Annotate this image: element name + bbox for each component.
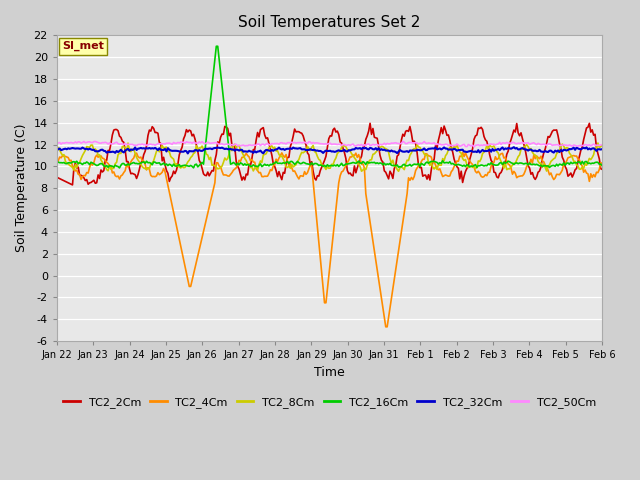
TC2_2Cm (597, 166, 605, 171)
TC2_4Cm (382, 324, 390, 330)
TC2_2Cm (68, 182, 76, 188)
TC2_4Cm (443, 173, 451, 179)
TC2_2Cm (90, 178, 98, 183)
TC2_4Cm (459, 149, 467, 155)
TC2_32Cm (53, 148, 61, 154)
TC2_16Cm (53, 159, 61, 165)
TC2_50Cm (598, 142, 606, 147)
TC2_32Cm (88, 147, 96, 153)
Line: TC2_4Cm: TC2_4Cm (57, 152, 602, 327)
TC2_8Cm (88, 143, 96, 148)
Title: Soil Temperatures Set 2: Soil Temperatures Set 2 (238, 15, 420, 30)
Legend: TC2_2Cm, TC2_4Cm, TC2_8Cm, TC2_16Cm, TC2_32Cm, TC2_50Cm: TC2_2Cm, TC2_4Cm, TC2_8Cm, TC2_16Cm, TC2… (59, 393, 600, 412)
TC2_50Cm (333, 142, 341, 147)
Line: TC2_50Cm: TC2_50Cm (57, 141, 602, 147)
TC2_4Cm (72, 168, 79, 174)
TC2_32Cm (597, 146, 605, 152)
TC2_2Cm (53, 174, 61, 180)
TC2_8Cm (594, 140, 602, 146)
TC2_16Cm (88, 160, 96, 166)
TC2_8Cm (597, 144, 605, 149)
TC2_8Cm (333, 151, 341, 156)
TC2_50Cm (597, 142, 605, 148)
TC2_50Cm (399, 138, 406, 144)
TC2_4Cm (598, 160, 606, 166)
TC2_32Cm (72, 146, 79, 152)
TC2_16Cm (337, 162, 344, 168)
Line: TC2_32Cm: TC2_32Cm (57, 147, 602, 154)
TC2_2Cm (445, 132, 452, 138)
TC2_16Cm (597, 161, 605, 167)
TC2_8Cm (598, 142, 606, 148)
TC2_32Cm (184, 151, 191, 156)
TC2_50Cm (53, 141, 61, 147)
TC2_8Cm (72, 162, 79, 168)
Line: TC2_8Cm: TC2_8Cm (57, 143, 602, 171)
TC2_4Cm (333, 193, 341, 199)
TC2_50Cm (443, 142, 451, 147)
Line: TC2_16Cm: TC2_16Cm (57, 46, 602, 168)
TC2_8Cm (443, 151, 451, 156)
TC2_8Cm (395, 168, 403, 174)
TC2_16Cm (445, 160, 452, 166)
TC2_50Cm (470, 144, 478, 150)
Y-axis label: Soil Temperature (C): Soil Temperature (C) (15, 124, 28, 252)
TC2_32Cm (335, 147, 342, 153)
TC2_2Cm (366, 120, 374, 126)
TC2_4Cm (88, 162, 96, 168)
TC2_2Cm (335, 132, 342, 137)
TC2_16Cm (72, 159, 79, 165)
TC2_16Cm (212, 43, 220, 49)
X-axis label: Time: Time (314, 366, 345, 379)
TC2_8Cm (53, 144, 61, 150)
TC2_4Cm (53, 160, 61, 166)
TC2_32Cm (443, 146, 451, 152)
TC2_32Cm (598, 146, 606, 152)
TC2_32Cm (525, 147, 533, 153)
TC2_50Cm (525, 142, 533, 147)
TC2_4Cm (525, 161, 533, 167)
TC2_50Cm (72, 139, 79, 145)
TC2_16Cm (525, 160, 533, 166)
Text: SI_met: SI_met (62, 41, 104, 51)
TC2_32Cm (510, 144, 518, 150)
TC2_50Cm (88, 140, 96, 145)
TC2_2Cm (598, 167, 606, 172)
TC2_4Cm (597, 160, 605, 166)
TC2_16Cm (598, 163, 606, 168)
TC2_16Cm (116, 165, 124, 171)
Line: TC2_2Cm: TC2_2Cm (57, 123, 602, 185)
TC2_2Cm (73, 165, 81, 171)
TC2_8Cm (524, 144, 532, 149)
TC2_2Cm (525, 165, 533, 171)
